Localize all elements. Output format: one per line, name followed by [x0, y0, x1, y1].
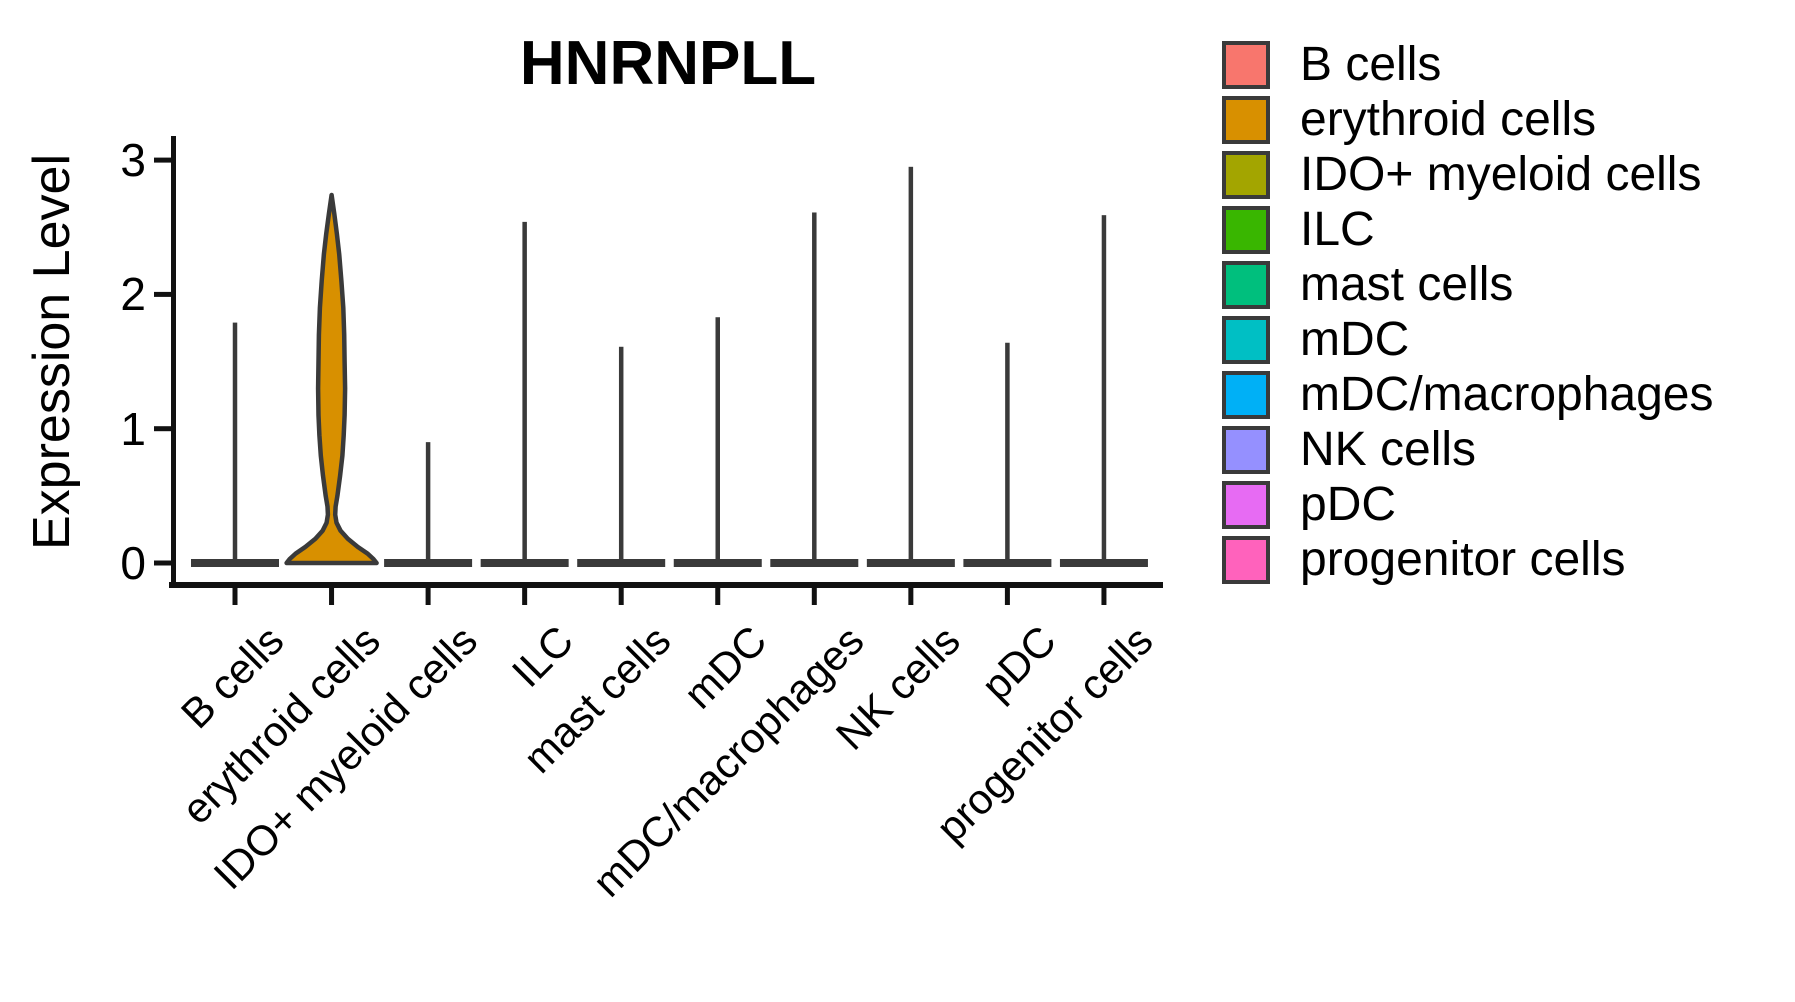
violin-spike-mdc-macrophages: [812, 212, 817, 564]
violin-spike-mdc: [715, 317, 720, 563]
legend-label-mast-cells: mast cells: [1300, 258, 1514, 311]
legend-label-ilc: ILC: [1300, 203, 1375, 256]
legend-swatch-ilc: [1222, 206, 1270, 254]
x-tick-mark: [329, 588, 335, 605]
y-tick-mark: [154, 291, 171, 297]
legend-label-ido-myeloid-cells: IDO+ myeloid cells: [1300, 148, 1702, 201]
x-tick-mark: [618, 588, 624, 605]
x-tick-mark: [1004, 588, 1010, 605]
violin-pdc: [963, 342, 1052, 567]
violin-spike-mast-cells: [618, 346, 624, 563]
legend-swatch-mast-cells: [1222, 261, 1270, 309]
violin-nk-cells: [866, 166, 955, 567]
y-tick-label-0: 0: [120, 537, 146, 589]
legend-swatch-erythroid-cells: [1222, 96, 1270, 144]
legend-swatch-nk-cells: [1222, 426, 1270, 474]
legend-item-erythroid-cells: erythroid cells: [1222, 96, 1713, 144]
legend-label-b-cells: B cells: [1300, 38, 1442, 91]
violin-spike-pdc: [1005, 342, 1010, 563]
violin-spike-progenitor-cells: [1101, 215, 1107, 563]
legend-label-nk-cells: NK cells: [1300, 423, 1477, 476]
y-tick-label-1: 1: [120, 402, 146, 455]
violin-b-cells: [191, 322, 279, 567]
violin-ido-myeloid-cells: [384, 442, 473, 567]
legend-item-ilc: ILC: [1222, 206, 1713, 254]
violin-spike-nk-cells: [908, 166, 914, 563]
violin-ilc: [480, 221, 569, 567]
x-tick-mark: [232, 588, 238, 605]
y-axis-line: [171, 136, 176, 588]
violin-mdc: [673, 317, 762, 567]
legend-label-pdc: pDC: [1300, 478, 1397, 531]
violin-spike-b-cells: [232, 322, 238, 563]
legend-swatch-mdc-macrophages: [1222, 371, 1270, 419]
chart-title: HNRNPLL: [519, 29, 817, 98]
legend-item-mdc-macrophages: mDC/macrophages: [1222, 371, 1713, 419]
x-tick-mark: [715, 588, 721, 605]
legend-swatch-ido-myeloid-cells: [1222, 151, 1270, 199]
x-tick-mark: [908, 588, 914, 605]
legend-item-b-cells: B cells: [1222, 41, 1713, 89]
violin-spike-ilc: [522, 221, 527, 564]
legend-label-progenitor-cells: progenitor cells: [1300, 533, 1626, 586]
x-axis-line: [169, 582, 1163, 588]
legend-swatch-b-cells: [1222, 41, 1270, 89]
legend-item-nk-cells: NK cells: [1222, 426, 1713, 474]
violin-spike-ido-myeloid-cells: [425, 442, 431, 563]
x-tick-mark: [425, 588, 431, 605]
violin-mast-cells: [577, 346, 666, 567]
y-tick-label-3: 3: [120, 134, 146, 187]
violin-mdc-macrophages: [770, 212, 859, 567]
legend-label-mdc: mDC: [1300, 313, 1410, 366]
legend-swatch-pdc: [1222, 481, 1270, 529]
y-tick-mark: [154, 157, 171, 163]
violin-erythroid-cells: [284, 192, 379, 566]
x-tick-mark: [1101, 588, 1107, 605]
y-tick-label-2: 2: [120, 268, 146, 321]
y-tick-mark: [154, 426, 171, 432]
legend-item-ido-myeloid-cells: IDO+ myeloid cells: [1222, 151, 1713, 199]
legend-swatch-progenitor-cells: [1222, 536, 1270, 584]
legend-item-mdc: mDC: [1222, 316, 1713, 364]
legend-item-progenitor-cells: progenitor cells: [1222, 536, 1713, 584]
legend-item-mast-cells: mast cells: [1222, 261, 1713, 309]
x-tick-mark: [811, 588, 817, 605]
y-tick-mark: [154, 560, 171, 566]
legend-label-mdc-macrophages: mDC/macrophages: [1300, 368, 1714, 421]
x-tick-mark: [522, 588, 528, 605]
legend: B cells erythroid cells IDO+ myeloid cells…: [1222, 41, 1713, 584]
legend-swatch-mdc: [1222, 316, 1270, 364]
legend-item-pdc: pDC: [1222, 481, 1713, 529]
violin-shape-erythroid-cells: [284, 192, 379, 566]
violin-progenitor-cells: [1059, 215, 1148, 567]
legend-label-erythroid-cells: erythroid cells: [1300, 93, 1597, 146]
